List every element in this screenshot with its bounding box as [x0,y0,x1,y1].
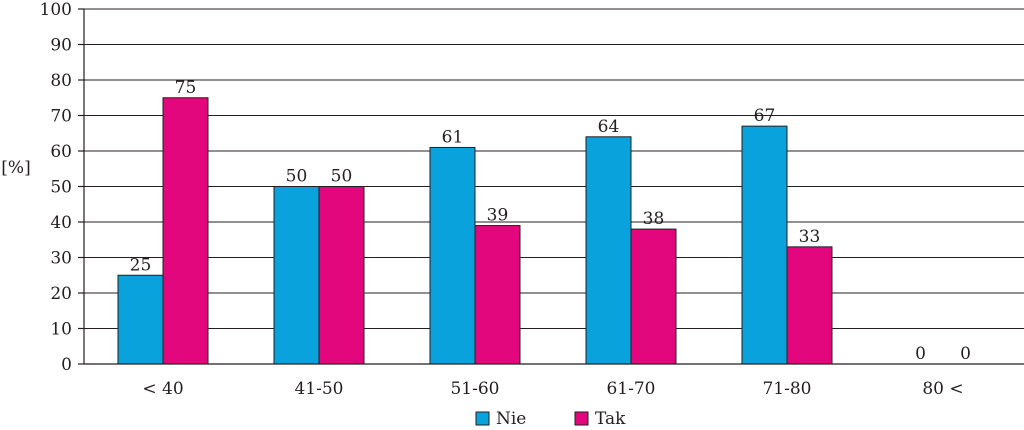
bar-nie-1 [273,186,320,365]
data-label-tak-1: 50 [331,167,353,187]
x-tick-label-2: 51-60 [450,379,499,399]
bar-nie-2 [429,146,476,365]
y-tick-label-80: 80 [50,71,72,91]
data-label-tak-3: 38 [643,209,665,229]
bar-tak-3 [630,228,677,365]
bar-tak-1 [318,186,365,365]
axes [78,8,1024,365]
y-axis-label: [%] [1,158,30,178]
data-label-tak-2: 39 [487,206,509,226]
data-label-tak-0: 75 [175,78,197,98]
y-tick-label-50: 50 [50,178,72,198]
x-tick-label-0: < 40 [142,379,183,399]
grid [84,8,1024,329]
legend-label-tak: Tak [595,409,626,429]
y-tick-label-100: 100 [40,0,72,20]
y-tick-label-40: 40 [50,213,72,233]
data-label-nie-2: 61 [442,127,464,147]
bar-tak-2 [474,225,521,365]
y-tick-label-90: 90 [50,36,72,56]
data-label-nie-4: 67 [754,106,776,126]
bar-tak-0 [162,97,209,365]
y-tick-label-10: 10 [50,320,72,340]
data-label-tak-4: 33 [799,227,821,247]
x-tick-label-5: 80 < [922,379,963,399]
x-tick-label-3: 61-70 [606,379,655,399]
bars [117,97,833,365]
bar-nie-3 [585,136,632,365]
bar-tak-4 [786,246,833,365]
legend-label-nie: Nie [496,409,526,429]
data-label-tak-5: 0 [960,344,971,364]
bar-nie-4 [741,125,788,365]
legend: Nie Tak [475,409,626,429]
x-tick-label-1: 41-50 [294,379,343,399]
data-label-nie-5: 0 [915,344,926,364]
bar-nie-0 [117,274,164,365]
labels: 0 10 20 30 40 50 60 70 80 90 100 [%] 25 75 < 40 50 50 41-… [1,0,971,399]
data-label-nie-3: 64 [598,117,620,137]
legend-swatch-nie [475,411,490,426]
legend-swatch-tak [574,411,589,426]
data-label-nie-0: 25 [130,255,152,275]
y-tick-label-0: 0 [61,355,72,375]
y-tick-label-60: 60 [50,142,72,162]
x-tick-label-4: 71-80 [762,379,811,399]
y-tick-label-20: 20 [50,284,72,304]
y-tick-label-30: 30 [50,249,72,269]
data-label-nie-1: 50 [286,167,308,187]
y-tick-label-70: 70 [50,107,72,127]
